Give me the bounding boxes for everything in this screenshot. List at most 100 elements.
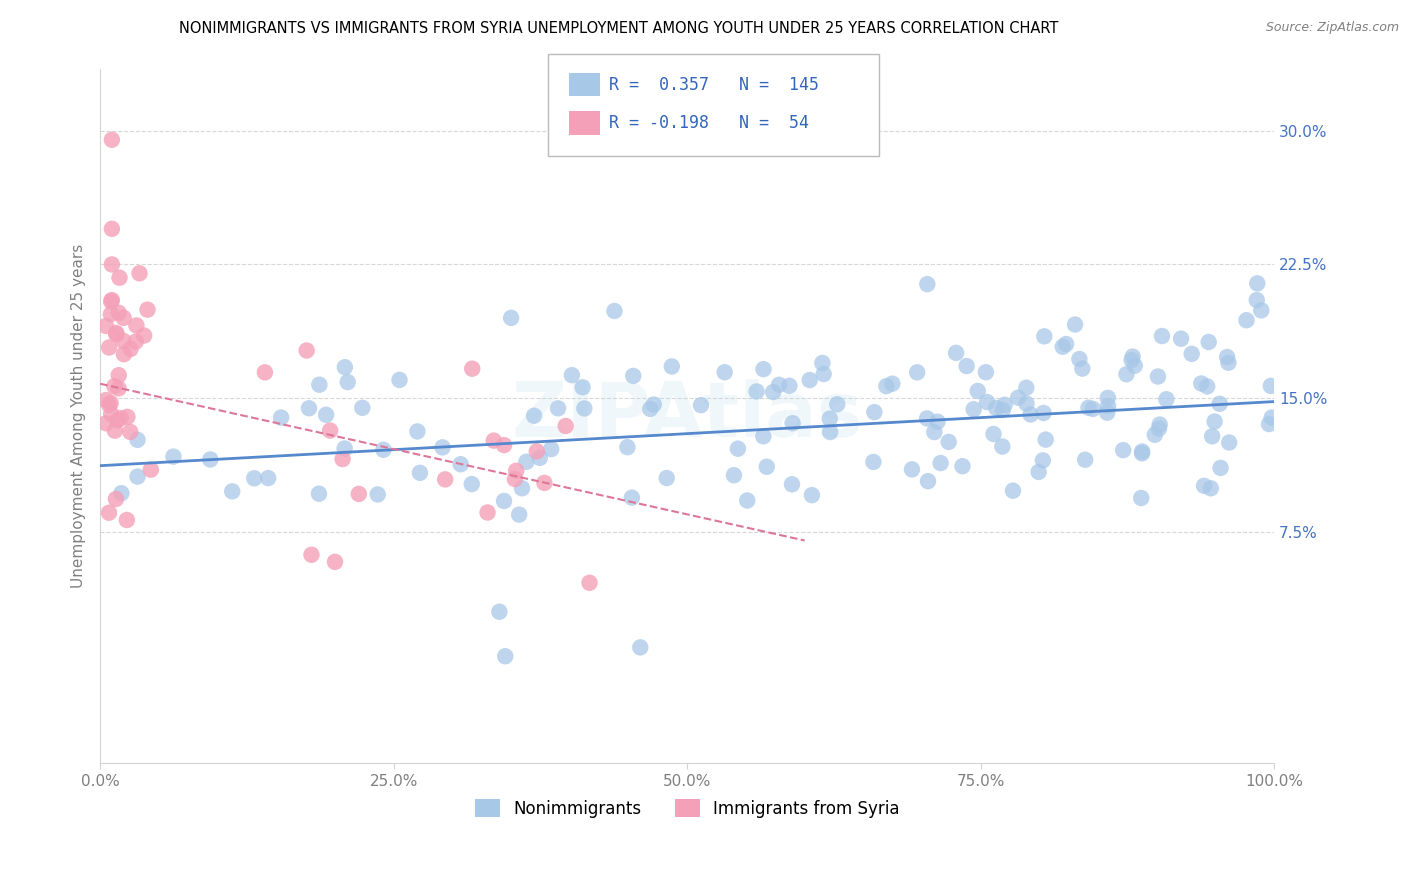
Point	[945, 346, 967, 360]
Point	[162, 450, 184, 464]
Point	[295, 343, 318, 358]
Point	[1198, 334, 1220, 349]
Point	[333, 360, 356, 375]
Point	[367, 487, 389, 501]
Point	[127, 433, 149, 447]
Point	[308, 487, 330, 501]
Point	[1199, 481, 1222, 495]
Point	[1236, 313, 1258, 327]
Point	[100, 396, 122, 410]
Point	[533, 475, 555, 490]
Point	[1097, 391, 1119, 405]
Point	[655, 471, 678, 485]
Point	[768, 377, 790, 392]
Point	[628, 640, 651, 655]
Point	[221, 484, 243, 499]
Point	[1052, 340, 1074, 354]
Point	[818, 411, 841, 425]
Point	[128, 266, 150, 280]
Point	[1130, 446, 1153, 460]
Point	[1064, 318, 1087, 332]
Point	[1071, 361, 1094, 376]
Point	[323, 555, 346, 569]
Point	[1258, 417, 1281, 431]
Point	[1007, 391, 1029, 405]
Point	[782, 416, 804, 430]
Point	[336, 375, 359, 389]
Point	[298, 401, 321, 416]
Point	[409, 466, 432, 480]
Text: R = -0.198   N =  54: R = -0.198 N = 54	[609, 114, 808, 132]
Point	[110, 486, 132, 500]
Point	[974, 365, 997, 379]
Point	[107, 368, 129, 383]
Point	[690, 398, 713, 412]
Point	[1149, 417, 1171, 432]
Point	[901, 462, 924, 476]
Point	[917, 277, 939, 292]
Point	[905, 365, 928, 379]
Point	[503, 472, 526, 486]
Point	[983, 427, 1005, 442]
Point	[125, 318, 148, 333]
Point	[1015, 381, 1038, 395]
Point	[1181, 347, 1204, 361]
Point	[986, 401, 1008, 415]
Point	[494, 649, 516, 664]
Point	[1192, 479, 1215, 493]
Point	[508, 508, 530, 522]
Point	[107, 381, 129, 395]
Point	[1033, 329, 1056, 343]
Point	[1035, 433, 1057, 447]
Point	[875, 379, 897, 393]
Point	[991, 440, 1014, 454]
Point	[347, 487, 370, 501]
Point	[1260, 379, 1282, 393]
Point	[638, 401, 661, 416]
Point	[554, 419, 576, 434]
Point	[603, 304, 626, 318]
Point	[1074, 452, 1097, 467]
Point	[120, 425, 142, 439]
Point	[98, 506, 121, 520]
Point	[1019, 408, 1042, 422]
Point	[501, 310, 523, 325]
Point	[976, 395, 998, 409]
Point	[100, 307, 122, 321]
Point	[1077, 401, 1099, 415]
Point	[515, 455, 537, 469]
Point	[434, 472, 457, 486]
Point	[243, 471, 266, 485]
Point	[112, 347, 135, 361]
Point	[1147, 369, 1170, 384]
Point	[1218, 435, 1240, 450]
Point	[101, 257, 124, 271]
Point	[127, 469, 149, 483]
Point	[1208, 397, 1230, 411]
Point	[571, 380, 593, 394]
Point	[432, 441, 454, 455]
Point	[125, 334, 148, 349]
Point	[332, 452, 354, 467]
Point	[778, 379, 800, 393]
Point	[315, 408, 337, 422]
Point	[461, 361, 484, 376]
Point	[713, 365, 735, 379]
Legend: Nonimmigrants, Immigrants from Syria: Nonimmigrants, Immigrants from Syria	[468, 793, 907, 824]
Point	[107, 413, 129, 427]
Point	[620, 491, 643, 505]
Point	[540, 442, 562, 456]
Point	[1150, 329, 1173, 343]
Point	[100, 407, 122, 421]
Text: Source: ZipAtlas.com: Source: ZipAtlas.com	[1265, 21, 1399, 34]
Point	[308, 377, 330, 392]
Point	[105, 326, 128, 340]
Point	[1143, 427, 1166, 442]
Point	[1069, 352, 1091, 367]
Point	[98, 398, 121, 412]
Point	[270, 410, 292, 425]
Point	[762, 384, 785, 399]
Point	[723, 468, 745, 483]
Point	[112, 334, 135, 348]
Point	[505, 464, 527, 478]
